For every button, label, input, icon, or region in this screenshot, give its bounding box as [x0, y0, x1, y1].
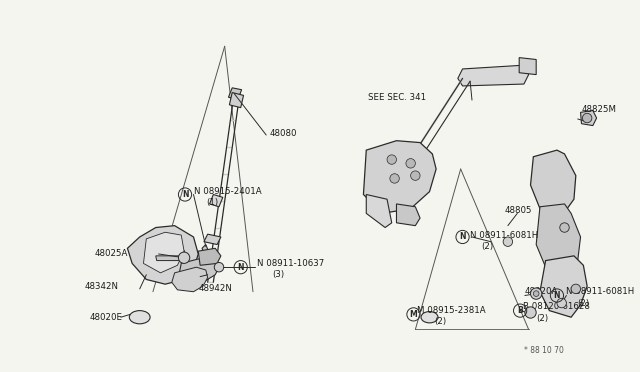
- Text: N: N: [182, 190, 188, 199]
- Text: (2): (2): [536, 314, 548, 323]
- Text: * 88 10 70: * 88 10 70: [524, 346, 564, 355]
- Text: N 08911-10637: N 08911-10637: [257, 259, 324, 268]
- Text: N: N: [237, 263, 244, 272]
- Circle shape: [525, 307, 536, 318]
- Text: 48342N: 48342N: [85, 282, 119, 291]
- Text: 48080: 48080: [270, 129, 298, 138]
- Polygon shape: [172, 267, 207, 292]
- Polygon shape: [540, 256, 587, 317]
- Text: 48942N: 48942N: [198, 285, 232, 294]
- Polygon shape: [364, 141, 436, 214]
- Circle shape: [179, 252, 189, 263]
- Polygon shape: [179, 258, 219, 282]
- Polygon shape: [458, 65, 529, 86]
- Text: (2): (2): [481, 242, 493, 251]
- Text: (1): (1): [206, 199, 218, 208]
- Circle shape: [531, 288, 542, 299]
- Polygon shape: [204, 234, 221, 244]
- Text: N: N: [460, 232, 466, 241]
- Polygon shape: [228, 88, 242, 99]
- Text: M 08915-2381A: M 08915-2381A: [417, 306, 486, 315]
- Polygon shape: [531, 150, 576, 216]
- Text: 48020E: 48020E: [90, 313, 123, 322]
- Text: B: B: [517, 306, 523, 315]
- Polygon shape: [396, 204, 420, 226]
- Circle shape: [582, 113, 592, 123]
- Text: N: N: [554, 291, 560, 300]
- Text: B 08120-61628: B 08120-61628: [523, 302, 590, 311]
- Polygon shape: [519, 58, 536, 75]
- Ellipse shape: [421, 311, 438, 323]
- Text: 48020A: 48020A: [525, 287, 558, 296]
- Text: N 08911-6081H: N 08911-6081H: [566, 287, 635, 296]
- Text: N 08911-6081H: N 08911-6081H: [470, 231, 538, 240]
- Circle shape: [560, 223, 569, 232]
- Circle shape: [571, 284, 580, 294]
- Polygon shape: [366, 195, 392, 228]
- Polygon shape: [156, 256, 182, 260]
- Polygon shape: [580, 110, 596, 126]
- Circle shape: [557, 298, 566, 308]
- Text: (3): (3): [272, 270, 284, 279]
- Polygon shape: [536, 204, 580, 273]
- Circle shape: [390, 174, 399, 183]
- Circle shape: [387, 155, 396, 164]
- Text: N 08915-2401A: N 08915-2401A: [193, 187, 261, 196]
- Circle shape: [406, 158, 415, 168]
- Ellipse shape: [129, 311, 150, 324]
- Polygon shape: [143, 232, 184, 273]
- Polygon shape: [198, 248, 221, 265]
- Circle shape: [533, 291, 539, 296]
- Text: 48825M: 48825M: [582, 105, 616, 114]
- Circle shape: [214, 263, 224, 272]
- Circle shape: [411, 171, 420, 180]
- Text: M: M: [410, 310, 417, 319]
- Polygon shape: [202, 244, 209, 258]
- Polygon shape: [209, 195, 223, 207]
- Text: (2): (2): [578, 299, 590, 308]
- Text: (2): (2): [434, 317, 446, 327]
- Text: SEE SEC. 341: SEE SEC. 341: [368, 93, 426, 102]
- Polygon shape: [229, 93, 244, 108]
- Text: 48025A: 48025A: [94, 250, 128, 259]
- Text: 48805: 48805: [505, 206, 532, 215]
- Polygon shape: [127, 226, 198, 284]
- Circle shape: [503, 237, 513, 246]
